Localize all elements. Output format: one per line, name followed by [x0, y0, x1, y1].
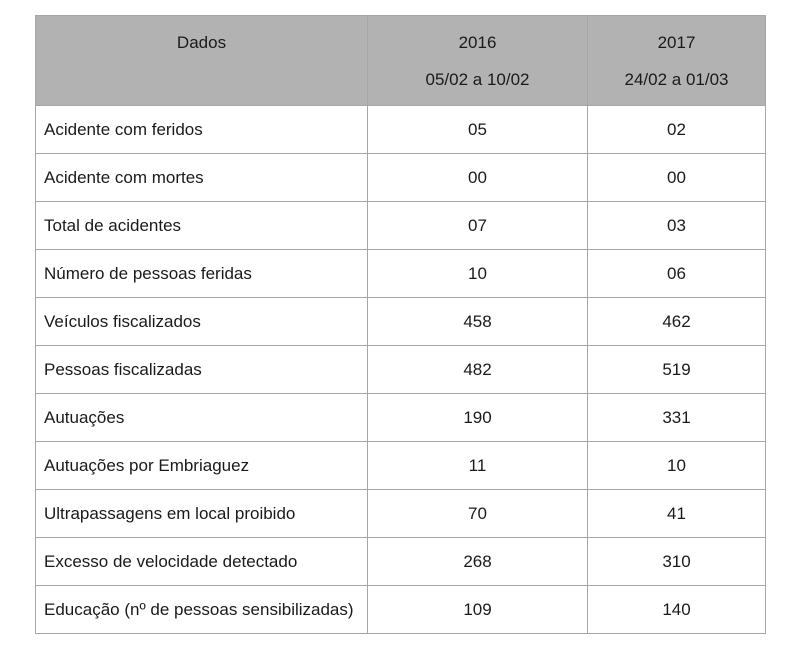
header-dados-label: Dados [176, 33, 227, 52]
table-row: Autuações por Embriaguez 11 10 [35, 441, 766, 490]
header-cell-2016: 2016 05/02 a 10/02 [367, 15, 588, 106]
header-2016-period: 05/02 a 10/02 [425, 70, 530, 89]
value-2016: 70 [367, 489, 588, 538]
row-label: Pessoas fiscalizadas [35, 345, 368, 394]
table-row: Veículos fiscalizados 458 462 [35, 297, 766, 346]
row-label: Autuações por Embriaguez [35, 441, 368, 490]
row-label: Acidente com feridos [35, 105, 368, 154]
value-2016: 10 [367, 249, 588, 298]
value-2016: 05 [367, 105, 588, 154]
header-2017-period: 24/02 a 01/03 [624, 70, 729, 89]
value-2017: 310 [587, 537, 766, 586]
table-row: Acidente com feridos 05 02 [35, 105, 766, 154]
value-2016: 268 [367, 537, 588, 586]
value-2016: 458 [367, 297, 588, 346]
value-2017: 331 [587, 393, 766, 442]
value-2016: 482 [367, 345, 588, 394]
value-2017: 03 [587, 201, 766, 250]
value-2017: 462 [587, 297, 766, 346]
table-row: Pessoas fiscalizadas 482 519 [35, 345, 766, 394]
value-2016: 11 [367, 441, 588, 490]
table-row: Excesso de velocidade detectado 268 310 [35, 537, 766, 586]
value-2016: 07 [367, 201, 588, 250]
value-2016: 190 [367, 393, 588, 442]
value-2016: 109 [367, 585, 588, 634]
row-label: Excesso de velocidade detectado [35, 537, 368, 586]
value-2016: 00 [367, 153, 588, 202]
value-2017: 140 [587, 585, 766, 634]
value-2017: 02 [587, 105, 766, 154]
table-row: Total de acidentes 07 03 [35, 201, 766, 250]
row-label: Autuações [35, 393, 368, 442]
row-label: Número de pessoas feridas [35, 249, 368, 298]
row-label: Educação (nº de pessoas sensibilizadas) [35, 585, 368, 634]
table-row: Número de pessoas feridas 10 06 [35, 249, 766, 298]
table-row: Acidente com mortes 00 00 [35, 153, 766, 202]
value-2017: 00 [587, 153, 766, 202]
row-label: Ultrapassagens em local proibido [35, 489, 368, 538]
statistics-table-container: Dados 2016 05/02 a 10/02 2017 24/02 a 01… [35, 15, 766, 634]
value-2017: 10 [587, 441, 766, 490]
row-label: Veículos fiscalizados [35, 297, 368, 346]
table-body: Acidente com feridos 05 02 Acidente com … [35, 105, 766, 634]
header-2017-year: 2017 [657, 33, 696, 52]
value-2017: 41 [587, 489, 766, 538]
table-row: Educação (nº de pessoas sensibilizadas) … [35, 585, 766, 634]
header-2016-year: 2016 [458, 33, 497, 52]
statistics-table: Dados 2016 05/02 a 10/02 2017 24/02 a 01… [35, 15, 766, 634]
row-label: Acidente com mortes [35, 153, 368, 202]
table-row: Autuações 190 331 [35, 393, 766, 442]
table-header: Dados 2016 05/02 a 10/02 2017 24/02 a 01… [35, 15, 766, 106]
row-label: Total de acidentes [35, 201, 368, 250]
value-2017: 06 [587, 249, 766, 298]
value-2017: 519 [587, 345, 766, 394]
header-row: Dados 2016 05/02 a 10/02 2017 24/02 a 01… [35, 15, 766, 106]
table-row: Ultrapassagens em local proibido 70 41 [35, 489, 766, 538]
header-cell-dados: Dados [35, 15, 368, 106]
header-cell-2017: 2017 24/02 a 01/03 [587, 15, 766, 106]
